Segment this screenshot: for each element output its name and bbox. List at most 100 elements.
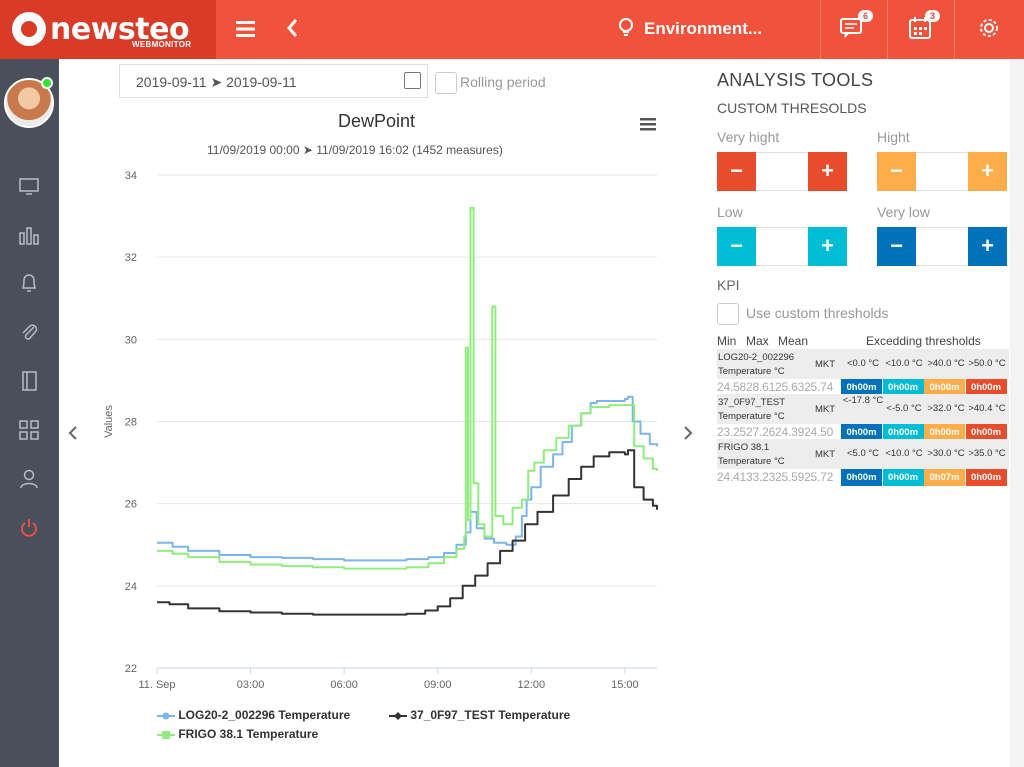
bar-chart-icon[interactable] bbox=[18, 224, 40, 246]
chart-menu-icon[interactable] bbox=[640, 118, 656, 131]
exceeding-duration: 0h00m bbox=[965, 379, 1007, 396]
mkt-label: MKT bbox=[815, 359, 836, 370]
increment-button[interactable]: + bbox=[968, 227, 1007, 266]
x-tick-label: 03:00 bbox=[237, 679, 265, 691]
col-max: Max bbox=[746, 334, 769, 348]
increment-button[interactable]: + bbox=[808, 152, 847, 191]
exceeding-duration: 0h00m bbox=[841, 424, 882, 441]
col-min: Min bbox=[717, 334, 737, 348]
custom-thresholds-title: CUSTOM THRESOLDS bbox=[717, 100, 867, 116]
exceeding-duration: 0h00m bbox=[924, 424, 965, 441]
use-custom-thresholds-label: Use custom thresholds bbox=[746, 305, 889, 321]
exceeding-duration: 0h07m bbox=[924, 469, 965, 486]
exceeding-duration: 0h00m bbox=[882, 469, 924, 486]
sensor-name: LOG20-2_002296 bbox=[718, 352, 795, 363]
calendar-icon[interactable] bbox=[909, 17, 931, 43]
back-chevron-icon[interactable] bbox=[286, 18, 298, 42]
increment-button[interactable]: + bbox=[968, 152, 1007, 191]
exceeding-duration: 0h00m bbox=[924, 379, 965, 396]
threshold-label: <0.0 °C bbox=[846, 358, 880, 369]
hamburger-menu-icon[interactable] bbox=[236, 19, 255, 41]
high-stepper[interactable]: − + bbox=[877, 152, 1007, 192]
very-high-input[interactable] bbox=[756, 152, 808, 191]
messages-badge: 6 bbox=[858, 10, 874, 22]
user-icon[interactable] bbox=[18, 468, 40, 490]
series-line-2 bbox=[157, 206, 658, 570]
legend-label: 37_0F97_TEST Temperature bbox=[410, 708, 571, 722]
very-high-stepper[interactable]: − + bbox=[717, 152, 847, 192]
exceeding-duration: 0h00m bbox=[841, 469, 882, 486]
exceeding-duration: 0h00m bbox=[965, 469, 1007, 486]
power-icon[interactable] bbox=[18, 517, 40, 539]
date-picker-icon[interactable] bbox=[404, 72, 421, 89]
low-input[interactable] bbox=[756, 227, 808, 266]
legend-item-test[interactable]: 37_0F97_TEST Temperature bbox=[389, 708, 570, 722]
online-status-dot bbox=[41, 77, 53, 89]
kpi-stats: 24.5828.6125.6325.74 bbox=[717, 380, 834, 394]
use-custom-thresholds-checkbox[interactable] bbox=[717, 303, 739, 325]
divider bbox=[887, 0, 888, 59]
low-stepper[interactable]: − + bbox=[717, 227, 847, 267]
col-mean: Mean bbox=[778, 334, 809, 348]
environment-selector[interactable]: Environment... bbox=[644, 19, 763, 38]
very-low-label: Very low bbox=[877, 204, 930, 220]
chart-prev-arrow-icon[interactable] bbox=[67, 424, 79, 447]
avatar[interactable] bbox=[4, 78, 54, 128]
y-tick-label: 26 bbox=[125, 499, 137, 511]
kpi-row-header bbox=[717, 439, 1009, 469]
divider bbox=[954, 0, 955, 59]
y-tick-label: 32 bbox=[125, 252, 137, 264]
threshold-label: <10.0 °C bbox=[885, 358, 923, 369]
threshold-label: >35.0 °C bbox=[968, 448, 1006, 459]
analysis-tools-title: ANALYSIS TOOLS bbox=[717, 70, 874, 90]
y-tick-label: 28 bbox=[125, 417, 137, 429]
threshold-label: <5.0 °C bbox=[846, 448, 880, 459]
kpi-stats: 23.2527.2624.3924.50 bbox=[717, 425, 834, 439]
chart-next-arrow-icon[interactable] bbox=[682, 424, 694, 447]
threshold-label: >50.0 °C bbox=[968, 358, 1006, 369]
date-range-input[interactable]: 2019-09-11 ➤ 2019-09-11 bbox=[119, 64, 428, 98]
bell-icon[interactable] bbox=[18, 272, 40, 294]
threshold-label: >40.0 °C bbox=[927, 358, 965, 369]
mkt-label: MKT bbox=[815, 404, 836, 415]
very-low-stepper[interactable]: − + bbox=[877, 227, 1007, 267]
decrement-button[interactable]: − bbox=[717, 152, 756, 191]
rolling-period-checkbox[interactable] bbox=[435, 72, 457, 94]
x-tick-label: 09:00 bbox=[424, 679, 452, 691]
threshold-label: >32.0 °C bbox=[927, 403, 965, 414]
kpi-stats: 24.4133.2325.5925.72 bbox=[717, 470, 834, 484]
gear-icon[interactable] bbox=[978, 17, 1000, 43]
exceeding-duration: 0h00m bbox=[882, 379, 924, 396]
legend-item-frigo[interactable]: FRIGO 38.1 Temperature bbox=[157, 727, 318, 741]
sensor-unit: Temperature °C bbox=[718, 366, 785, 377]
high-label: Hight bbox=[877, 129, 910, 145]
x-tick-label: 15:00 bbox=[611, 679, 639, 691]
sidebar bbox=[0, 59, 59, 767]
monitor-icon[interactable] bbox=[18, 175, 40, 197]
decrement-button[interactable]: − bbox=[877, 227, 916, 266]
decrement-button[interactable]: − bbox=[717, 227, 756, 266]
series-line-1 bbox=[157, 449, 658, 616]
legend-label: FRIGO 38.1 Temperature bbox=[178, 727, 319, 741]
scrollbar[interactable] bbox=[1010, 59, 1024, 767]
y-tick-label: 34 bbox=[125, 170, 137, 182]
threshold-label: <10.0 °C bbox=[885, 448, 923, 459]
logo[interactable]: newsteo WEBMONITOR bbox=[0, 0, 216, 59]
logo-subtitle: WEBMONITOR bbox=[132, 40, 192, 49]
legend-item-log20[interactable]: LOG20-2_002296 Temperature bbox=[157, 708, 350, 722]
grid-icon[interactable] bbox=[18, 419, 40, 441]
paperclip-icon[interactable] bbox=[18, 321, 40, 343]
very-low-input[interactable] bbox=[916, 227, 968, 266]
y-tick-label: 22 bbox=[125, 663, 137, 675]
messages-icon[interactable] bbox=[840, 18, 862, 42]
decrement-button[interactable]: − bbox=[877, 152, 916, 191]
high-input[interactable] bbox=[916, 152, 968, 191]
x-tick-label: 11. Sep bbox=[138, 679, 175, 691]
kpi-label: KPI bbox=[717, 277, 740, 293]
exceeding-duration: 0h00m bbox=[965, 424, 1007, 441]
x-tick-label: 06:00 bbox=[330, 679, 358, 691]
legend-label: LOG20-2_002296 Temperature bbox=[178, 708, 351, 722]
series-line-0 bbox=[157, 395, 658, 562]
increment-button[interactable]: + bbox=[808, 227, 847, 266]
notebook-icon[interactable] bbox=[18, 370, 40, 392]
